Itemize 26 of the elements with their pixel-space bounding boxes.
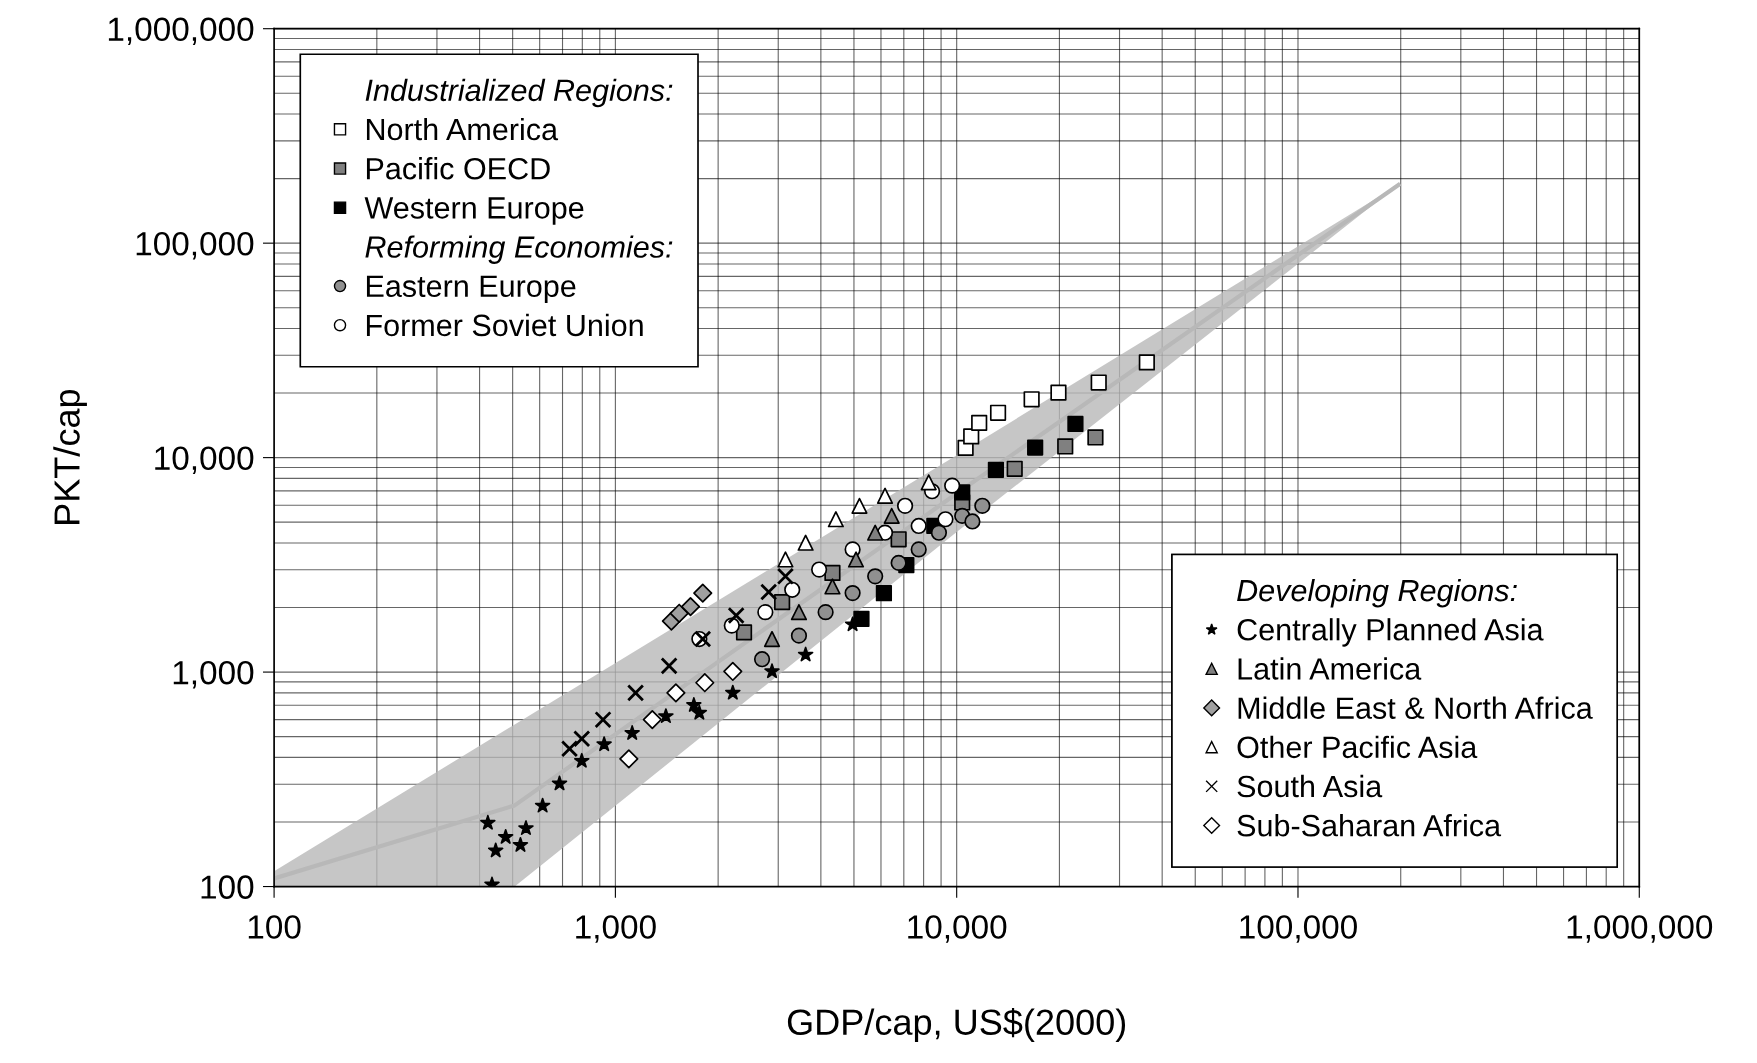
y-tick-label: 1,000,000	[108, 17, 254, 46]
legend-label: Eastern Europe	[366, 275, 576, 304]
x-axis-title: GDP/cap, US$(2000)	[787, 1007, 1126, 1043]
y-tick-label: 100	[201, 875, 254, 899]
x-tick-label: 10,000	[908, 915, 1007, 943]
y-tick-label: 100,000	[136, 231, 254, 260]
legend-label: Middle East & North Africa	[1238, 696, 1593, 719]
y-tick-label: 1,000	[173, 660, 254, 689]
y-tick-label: 10,000	[155, 446, 254, 474]
legend-label: Sub-Saharan Africa	[1237, 814, 1502, 837]
text: Developing Regions:	[1237, 578, 1517, 608]
legend-label: North America	[366, 117, 559, 141]
legend-label: Western Europe	[364, 197, 584, 225]
x-tick-label: 100,000	[1240, 915, 1357, 943]
text: Industrialized Regions:	[365, 78, 673, 108]
x-tick-label: 100	[248, 915, 301, 939]
x-tick-label: 1,000	[576, 915, 656, 943]
legend-label: Pacific OECD	[366, 157, 550, 180]
legend-label: Other Pacific Asia	[1237, 735, 1478, 759]
legend-label: Former Soviet Union	[366, 313, 643, 337]
legend-label: South Asia	[1237, 774, 1383, 798]
x-tick-label: 1,000,000	[1567, 915, 1713, 943]
y-axis-title: PKT/cap	[53, 389, 87, 524]
legend-label: Centrally Planned Asia	[1237, 618, 1544, 647]
legend-label: Latin America	[1238, 657, 1422, 680]
text: Reforming Economies:	[365, 235, 673, 264]
